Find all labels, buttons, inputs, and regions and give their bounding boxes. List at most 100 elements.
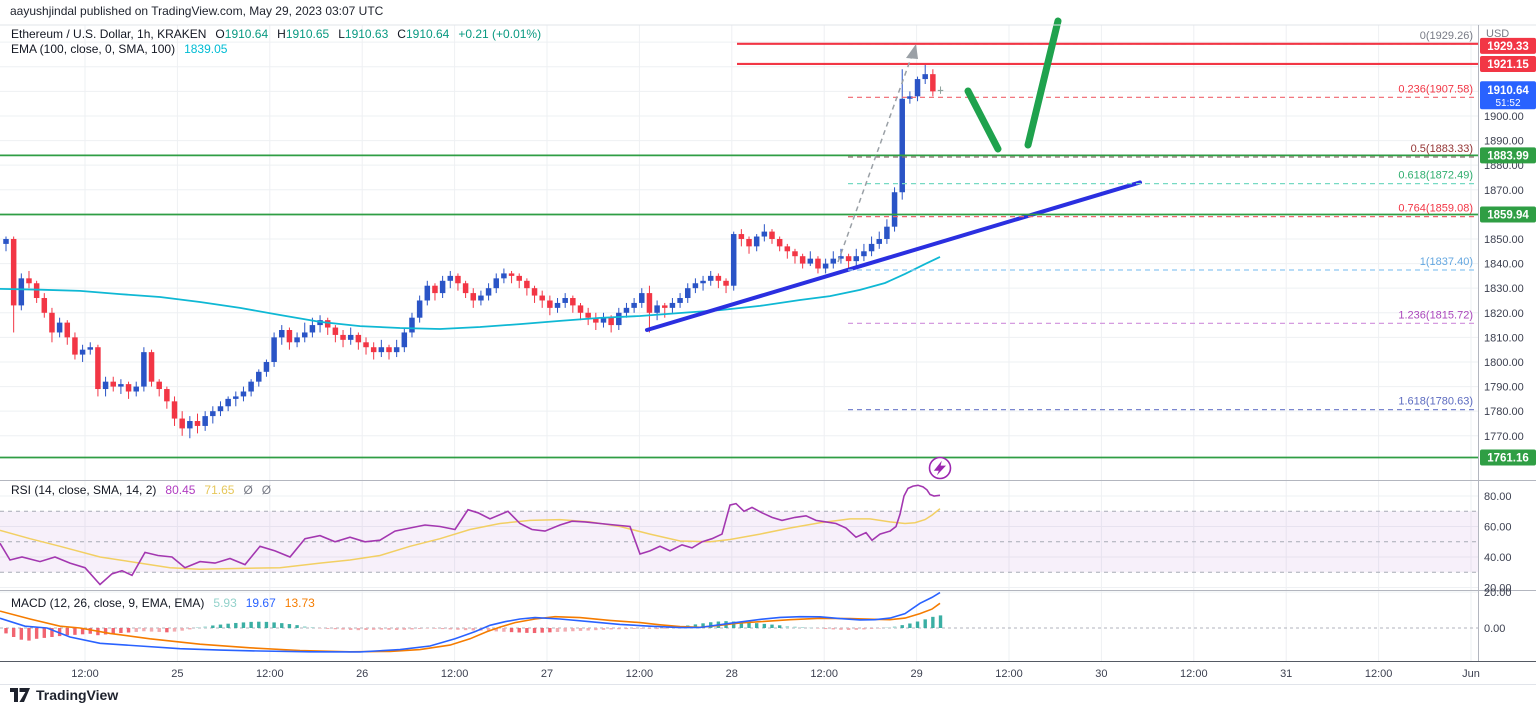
rsi-tick-label: 40.00: [1484, 552, 1512, 564]
histogram-bar: [846, 628, 851, 630]
candle-body: [263, 361, 270, 372]
histogram-bar: [257, 621, 261, 628]
histogram-bar: [226, 623, 230, 628]
candle-body: [439, 280, 446, 294]
chip-bg: [1480, 81, 1536, 110]
candle-body: [891, 192, 898, 227]
ema-legend-row[interactable]: EMA (100, close, 0, SMA, 100) 1839.05: [11, 42, 227, 56]
candles-layer: [3, 63, 944, 439]
candle-body: [600, 317, 607, 323]
candle-body: [570, 298, 576, 306]
candle-body: [33, 283, 40, 299]
candle-body: [562, 298, 568, 303]
chip-price-text: 1859.94: [1487, 210, 1529, 222]
macd-legend-row[interactable]: MACD (12, 26, close, 9, EMA, EMA) 5.93 1…: [11, 596, 315, 610]
candle-body: [684, 288, 691, 299]
histogram-bar: [839, 628, 843, 630]
candle-body: [72, 337, 78, 355]
tradingview-footer-link[interactable]: TradingView: [10, 687, 118, 703]
price-tick-label: 1800.00: [1484, 357, 1524, 369]
macd-label: MACD (12, 26, close, 9, EMA, EMA): [11, 596, 205, 610]
histogram-bar: [448, 628, 452, 630]
candle-body: [608, 317, 614, 326]
histogram-bar: [502, 628, 506, 632]
candle-body: [210, 411, 216, 417]
histogram-bar: [272, 622, 276, 628]
histogram-bar: [111, 628, 115, 634]
candle-body: [378, 347, 385, 353]
histogram-bar: [326, 628, 330, 629]
candle-body: [125, 384, 132, 392]
price-axis[interactable]: USD1900.001890.001880.001870.001850.0018…: [1480, 28, 1536, 635]
time-tick-label: 12:00: [1365, 668, 1393, 680]
rsi-extra-value-2: Ø: [261, 483, 272, 497]
histogram-bar: [525, 628, 529, 633]
rsi-tick-label: 60.00: [1484, 522, 1512, 534]
candle-body: [432, 285, 438, 294]
rsi-legend-row[interactable]: RSI (14, close, SMA, 14, 2) 80.45 71.65 …: [11, 483, 271, 497]
candle-body: [715, 275, 722, 281]
chip-bg: [1480, 55, 1536, 72]
candle-body: [861, 251, 867, 257]
histogram-bar: [103, 628, 108, 635]
candle-body: [776, 238, 783, 247]
symbol-legend-row[interactable]: Ethereum / U.S. Dollar, 1h, KRAKEN O1910…: [11, 27, 541, 41]
histogram-bar: [157, 628, 161, 632]
candle-body: [707, 275, 714, 281]
histogram-bar: [617, 628, 621, 630]
histogram-bar: [333, 628, 338, 630]
histogram-bar: [701, 623, 705, 628]
price-tick-label: 1810.00: [1484, 332, 1524, 344]
histogram-bar: [586, 628, 590, 631]
green-brush-mark[interactable]: [1024, 17, 1062, 149]
candle-body: [370, 347, 377, 353]
candle-body: [324, 320, 331, 328]
candle-body: [41, 298, 48, 313]
macd-hist-value: 5.93: [213, 596, 237, 610]
histogram-bar: [762, 623, 767, 628]
histogram-bar: [578, 628, 583, 631]
histogram-bar: [34, 628, 39, 639]
time-tick-label: 26: [356, 668, 368, 680]
candle-body: [462, 283, 469, 294]
histogram-bar: [134, 628, 138, 632]
time-tick-label: 12:00: [1180, 668, 1208, 680]
candle-body: [730, 234, 737, 286]
histogram-bar: [494, 628, 498, 632]
histogram-bar: [647, 628, 652, 629]
histogram-bar: [410, 628, 414, 630]
fib-level-label: 1.618(1780.63): [1398, 396, 1473, 408]
candle-body: [26, 278, 32, 284]
time-axis[interactable]: 12:00 25 12:00 26 12:00 27 12:00 28 12:00 29 12:00…: [71, 668, 1480, 680]
histogram-bar: [793, 626, 797, 628]
histogram-bar: [234, 622, 238, 628]
histogram-bar: [555, 628, 560, 632]
candle-body: [845, 256, 852, 262]
macd-tick-label: 20.00: [1484, 587, 1512, 599]
candle-body: [171, 401, 178, 419]
candle-body: [301, 332, 308, 338]
candle-body: [937, 89, 944, 92]
candle-body: [416, 300, 423, 318]
time-tick-label: 30: [1095, 668, 1107, 680]
candle-body: [294, 337, 300, 343]
time-tick-label: 12:00: [626, 668, 654, 680]
histogram-bar: [341, 628, 345, 630]
candle-body: [524, 280, 530, 289]
ohlc-close: C1910.64: [397, 27, 450, 41]
trendline[interactable]: [645, 180, 1142, 332]
histogram-bar: [218, 624, 223, 628]
histogram-bar: [119, 628, 123, 634]
candle-body: [110, 381, 116, 387]
price-tick-label: 1780.00: [1484, 406, 1524, 418]
candle-body: [49, 312, 55, 333]
ohlc-low: L1910.63: [338, 27, 389, 41]
candle-body: [409, 317, 415, 333]
green-brush-mark[interactable]: [964, 87, 1002, 153]
histogram-bar: [869, 628, 874, 629]
histogram-bar: [540, 628, 544, 633]
candle-body: [838, 256, 844, 259]
time-tick-label: 12:00: [810, 668, 838, 680]
chip-price-text: 1883.99: [1487, 150, 1529, 162]
